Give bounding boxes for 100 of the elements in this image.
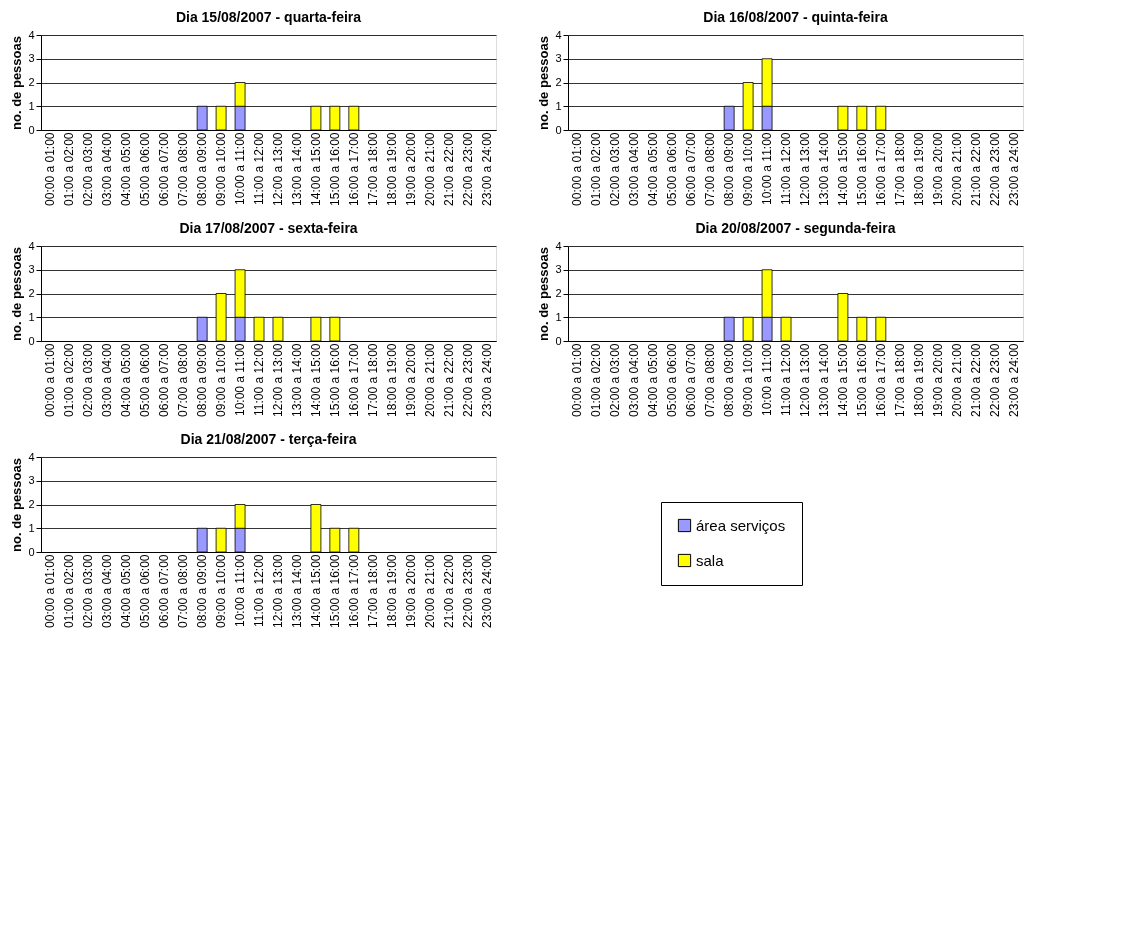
y-tick-label: 4 <box>28 239 35 252</box>
x-tick-label: 23:00 a 24:00 <box>479 343 494 417</box>
x-tick-label: 18:00 a 19:00 <box>384 343 399 417</box>
y-tick-label: 2 <box>28 287 35 299</box>
x-tick-label: 11:00 a 12:00 <box>779 132 794 206</box>
x-tick-label: 16:00 a 17:00 <box>346 132 361 206</box>
legend-label: sala <box>696 551 725 569</box>
x-tick-label: 00:00 a 01:00 <box>43 554 58 628</box>
x-tick-label: 04:00 a 05:00 <box>119 554 134 628</box>
x-tick-label: 02:00 a 03:00 <box>608 132 623 206</box>
x-tick-label: 09:00 a 10:00 <box>214 554 229 628</box>
x-tick-label: 10:00 a 11:00 <box>233 343 248 417</box>
x-tick-label: 04:00 a 05:00 <box>119 132 134 206</box>
x-tick-label: 18:00 a 19:00 <box>384 554 399 628</box>
x-tick-label: 21:00 a 22:00 <box>441 132 456 206</box>
x-tick-label: 03:00 a 04:00 <box>100 132 115 206</box>
x-tick-label: 09:00 a 10:00 <box>214 343 229 417</box>
y-tick-label: 1 <box>28 310 35 323</box>
x-tick-label: 13:00 a 14:00 <box>289 554 304 628</box>
x-tick-label: 17:00 a 18:00 <box>365 343 380 417</box>
x-tick-label: 00:00 a 01:00 <box>570 132 585 206</box>
x-tick-label: 13:00 a 14:00 <box>816 343 831 417</box>
y-tick-label: 2 <box>28 498 35 510</box>
y-tick-label: 3 <box>28 52 35 65</box>
x-tick-label: 02:00 a 03:00 <box>81 132 96 206</box>
y-tick-label: 4 <box>555 239 562 252</box>
x-tick-label: 10:00 a 11:00 <box>233 554 248 628</box>
x-tick-label: 05:00 a 06:00 <box>665 343 680 417</box>
x-tick-label: 19:00 a 20:00 <box>930 343 945 417</box>
x-tick-label: 22:00 a 23:00 <box>460 343 475 417</box>
y-tick-label: 2 <box>555 287 562 299</box>
x-tick-label: 18:00 a 19:00 <box>911 132 926 206</box>
chart-title: Dia 20/08/2007 - segunda-feira <box>695 220 896 236</box>
y-tick-label: 2 <box>555 76 562 88</box>
x-tick-label: 09:00 a 10:00 <box>214 132 229 206</box>
x-tick-label: 00:00 a 01:00 <box>570 343 585 417</box>
x-tick-label: 12:00 a 13:00 <box>797 343 812 417</box>
x-tick-label: 17:00 a 18:00 <box>365 554 380 628</box>
y-tick-label: 4 <box>28 28 35 41</box>
x-tick-label: 06:00 a 07:00 <box>684 132 699 206</box>
y-tick-label: 0 <box>555 334 562 347</box>
x-tick-label: 13:00 a 14:00 <box>289 132 304 206</box>
x-tick-label: 01:00 a 02:00 <box>62 343 77 417</box>
x-tick-label: 08:00 a 09:00 <box>722 343 737 417</box>
x-tick-label: 13:00 a 14:00 <box>289 343 304 417</box>
y-tick-label: 3 <box>555 263 562 276</box>
x-tick-label: 07:00 a 08:00 <box>703 343 718 417</box>
x-tick-label: 11:00 a 12:00 <box>779 343 794 417</box>
x-tick-label: 15:00 a 16:00 <box>327 343 342 417</box>
x-tick-label: 10:00 a 11:00 <box>760 343 775 417</box>
chart-title: Dia 21/08/2007 - terça-feira <box>180 431 357 447</box>
y-tick-label: 3 <box>555 52 562 65</box>
x-tick-label: 12:00 a 13:00 <box>270 132 285 206</box>
x-tick-label: 03:00 a 04:00 <box>100 554 115 628</box>
y-axis-title: no. de pessoas <box>9 247 25 341</box>
x-tick-label: 21:00 a 22:00 <box>441 554 456 628</box>
x-tick-label: 20:00 a 21:00 <box>949 343 964 417</box>
x-tick-label: 19:00 a 20:00 <box>403 132 418 206</box>
x-tick-label: 13:00 a 14:00 <box>816 132 831 206</box>
x-tick-label: 15:00 a 16:00 <box>854 132 869 206</box>
y-tick-label: 1 <box>28 99 35 112</box>
x-tick-label: 23:00 a 24:00 <box>479 132 494 206</box>
x-tick-label: 12:00 a 13:00 <box>797 132 812 206</box>
y-tick-label: 4 <box>28 450 35 463</box>
x-tick-label: 16:00 a 17:00 <box>346 554 361 628</box>
x-tick-label: 08:00 a 09:00 <box>195 132 210 206</box>
x-tick-label: 04:00 a 05:00 <box>646 343 661 417</box>
y-tick-label: 2 <box>28 76 35 88</box>
x-tick-label: 17:00 a 18:00 <box>892 132 907 206</box>
x-tick-label: 14:00 a 15:00 <box>835 132 850 206</box>
y-tick-label: 0 <box>28 123 35 136</box>
x-tick-label: 21:00 a 22:00 <box>968 132 983 206</box>
x-tick-label: 04:00 a 05:00 <box>119 343 134 417</box>
y-tick-label: 3 <box>28 474 35 487</box>
x-tick-label: 14:00 a 15:00 <box>308 554 323 628</box>
x-tick-label: 11:00 a 12:00 <box>252 132 267 206</box>
x-tick-label: 21:00 a 22:00 <box>441 343 456 417</box>
chart-title: Dia 15/08/2007 - quarta-feira <box>175 9 362 25</box>
x-tick-label: 15:00 a 16:00 <box>854 343 869 417</box>
x-tick-label: 08:00 a 09:00 <box>195 554 210 628</box>
x-tick-label: 06:00 a 07:00 <box>157 554 172 628</box>
y-axis-title: no. de pessoas <box>9 36 25 130</box>
x-tick-label: 07:00 a 08:00 <box>176 554 191 628</box>
chart-title: Dia 16/08/2007 - quinta-feira <box>703 9 888 25</box>
x-tick-label: 18:00 a 19:00 <box>911 343 926 417</box>
x-tick-label: 14:00 a 15:00 <box>835 343 850 417</box>
x-tick-label: 18:00 a 19:00 <box>384 132 399 206</box>
x-tick-label: 01:00 a 02:00 <box>62 554 77 628</box>
y-axis-title: no. de pessoas <box>536 36 552 130</box>
legend-label: área serviços <box>696 516 786 534</box>
x-tick-label: 09:00 a 10:00 <box>741 343 756 417</box>
x-tick-label: 03:00 a 04:00 <box>627 132 642 206</box>
x-tick-label: 00:00 a 01:00 <box>43 343 58 417</box>
x-tick-label: 16:00 a 17:00 <box>346 343 361 417</box>
chart-title: Dia 17/08/2007 - sexta-feira <box>179 220 358 236</box>
y-tick-label: 0 <box>28 545 35 558</box>
x-tick-label: 11:00 a 12:00 <box>252 343 267 417</box>
x-tick-label: 03:00 a 04:00 <box>627 343 642 417</box>
x-tick-label: 09:00 a 10:00 <box>741 132 756 206</box>
x-tick-label: 04:00 a 05:00 <box>646 132 661 206</box>
